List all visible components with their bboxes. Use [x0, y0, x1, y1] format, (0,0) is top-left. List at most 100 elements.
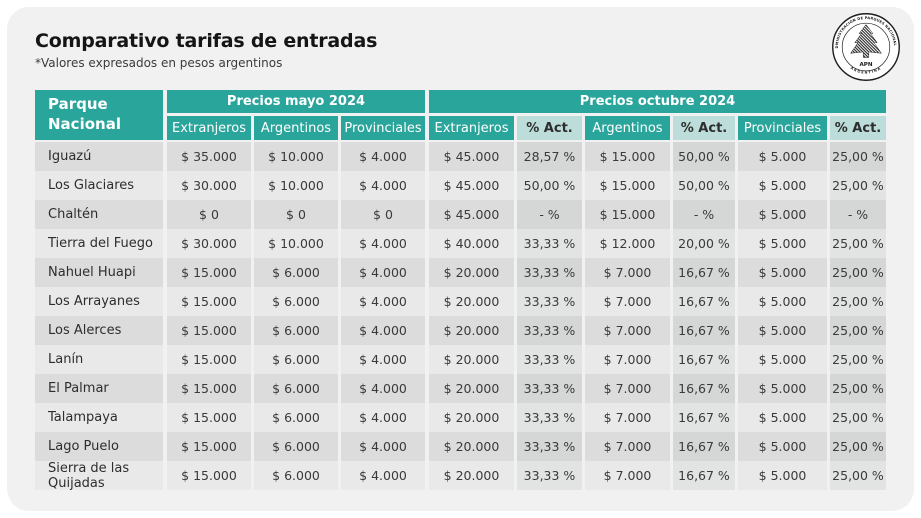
col-header-pct-extranjeros: % Act. — [517, 116, 582, 140]
table-row: Tierra del Fuego $ 30.000 $ 10.000 $ 4.000 $… — [35, 229, 886, 258]
pct-cell: 50,00 % — [673, 171, 735, 200]
park-name-cell: Los Arrayanes — [35, 287, 163, 316]
price-cell: $ 6.000 — [254, 287, 338, 316]
price-cell: $ 5.000 — [738, 258, 827, 287]
price-cell: $ 5.000 — [738, 200, 827, 229]
price-cell: $ 0 — [254, 200, 338, 229]
pct-cell: 50,00 % — [517, 171, 582, 200]
price-cell: $ 4.000 — [341, 345, 425, 374]
group-header-octubre-2024: Precios octubre 2024 — [429, 90, 886, 113]
price-cell: $ 4.000 — [341, 142, 425, 171]
price-cell: $ 7.000 — [585, 287, 670, 316]
pct-cell: 33,33 % — [517, 316, 582, 345]
col-header-pct-argentinos: % Act. — [673, 116, 735, 140]
page-subtitle: *Valores expresados en pesos argentinos — [35, 56, 283, 70]
logo-acronym: APN — [859, 62, 872, 68]
table-row: Los Arrayanes $ 15.000 $ 6.000 $ 4.000 $ 20.… — [35, 287, 886, 316]
price-cell: $ 7.000 — [585, 258, 670, 287]
tariff-table: Parque Nacional Precios mayo 2024 Precio… — [35, 90, 886, 491]
price-cell: $ 6.000 — [254, 374, 338, 403]
park-name-cell: Sierra de las Quijadas — [35, 461, 163, 491]
pct-cell: - % — [673, 200, 735, 229]
pct-cell: 33,33 % — [517, 287, 582, 316]
price-cell: $ 5.000 — [738, 142, 827, 171]
table-header: Parque Nacional Precios mayo 2024 Precio… — [35, 90, 886, 140]
price-cell: $ 4.000 — [341, 316, 425, 345]
price-cell: $ 5.000 — [738, 287, 827, 316]
price-cell: $ 5.000 — [738, 171, 827, 200]
price-cell: $ 4.000 — [341, 258, 425, 287]
pct-cell: 33,33 % — [517, 432, 582, 461]
table-row: El Palmar $ 15.000 $ 6.000 $ 4.000 $ 20.000 3… — [35, 374, 886, 403]
page-title: Comparativo tarifas de entradas — [35, 30, 378, 52]
pct-cell: 25,00 % — [830, 345, 886, 374]
price-cell: $ 15.000 — [167, 258, 251, 287]
price-cell: $ 4.000 — [341, 171, 425, 200]
logo-tree-icon — [850, 24, 882, 58]
pct-cell: 33,33 % — [517, 403, 582, 432]
price-cell: $ 4.000 — [341, 403, 425, 432]
pct-cell: 16,67 % — [673, 461, 735, 490]
price-cell: $ 5.000 — [738, 345, 827, 374]
table-row: Talampaya $ 15.000 $ 6.000 $ 4.000 $ 20.000 3… — [35, 403, 886, 432]
price-cell: $ 7.000 — [585, 461, 670, 490]
price-cell: $ 30.000 — [167, 171, 251, 200]
price-cell: $ 20.000 — [429, 374, 514, 403]
park-column-header: Parque Nacional — [35, 90, 163, 140]
park-name-cell: Los Alerces — [35, 316, 163, 345]
park-name-cell: Los Glaciares — [35, 171, 163, 200]
pct-cell: - % — [517, 200, 582, 229]
pct-cell: 16,67 % — [673, 258, 735, 287]
price-cell: $ 4.000 — [341, 461, 425, 490]
price-cell: $ 0 — [167, 200, 251, 229]
pct-cell: 25,00 % — [830, 229, 886, 258]
price-cell: $ 35.000 — [167, 142, 251, 171]
price-cell: $ 15.000 — [585, 142, 670, 171]
price-cell: $ 5.000 — [738, 316, 827, 345]
price-cell: $ 15.000 — [585, 200, 670, 229]
price-cell: $ 45.000 — [429, 200, 514, 229]
pct-cell: 20,00 % — [673, 229, 735, 258]
table-row: Iguazú $ 35.000 $ 10.000 $ 4.000 $ 45.000 28,… — [35, 142, 886, 171]
pct-cell: 28,57 % — [517, 142, 582, 171]
pct-cell: 25,00 % — [830, 432, 886, 461]
table-row: Sierra de las Quijadas $ 15.000 $ 6.000 $ 4… — [35, 461, 886, 491]
price-cell: $ 15.000 — [167, 345, 251, 374]
price-cell: $ 20.000 — [429, 461, 514, 490]
price-cell: $ 45.000 — [429, 142, 514, 171]
pct-cell: 16,67 % — [673, 432, 735, 461]
price-cell: $ 7.000 — [585, 403, 670, 432]
table-row: Nahuel Huapi $ 15.000 $ 6.000 $ 4.000 $ 20.0… — [35, 258, 886, 287]
col-header-argentinos-oct: Argentinos — [585, 116, 670, 140]
price-cell: $ 0 — [341, 200, 425, 229]
price-cell: $ 20.000 — [429, 258, 514, 287]
pct-cell: 33,33 % — [517, 258, 582, 287]
park-name-cell: Nahuel Huapi — [35, 258, 163, 287]
price-cell: $ 6.000 — [254, 432, 338, 461]
col-header-extranjeros-oct: Extranjeros — [429, 116, 514, 140]
price-cell: $ 20.000 — [429, 345, 514, 374]
price-cell: $ 20.000 — [429, 287, 514, 316]
pct-cell: 25,00 % — [830, 403, 886, 432]
col-header-provinciales-mayo: Provinciales — [341, 116, 425, 140]
price-cell: $ 6.000 — [254, 258, 338, 287]
price-cell: $ 5.000 — [738, 374, 827, 403]
park-name-cell: Chaltén — [35, 200, 163, 229]
price-cell: $ 15.000 — [167, 461, 251, 490]
price-cell: $ 45.000 — [429, 171, 514, 200]
price-cell: $ 15.000 — [167, 374, 251, 403]
price-cell: $ 20.000 — [429, 403, 514, 432]
price-cell: $ 7.000 — [585, 374, 670, 403]
col-header-pct-provinciales: % Act. — [830, 116, 886, 140]
price-cell: $ 7.000 — [585, 345, 670, 374]
price-cell: $ 10.000 — [254, 229, 338, 258]
price-cell: $ 6.000 — [254, 345, 338, 374]
pct-cell: 33,33 % — [517, 374, 582, 403]
price-cell: $ 15.000 — [585, 171, 670, 200]
price-cell: $ 6.000 — [254, 461, 338, 490]
pct-cell: 16,67 % — [673, 374, 735, 403]
group-header-row: Precios mayo 2024 Precios octubre 2024 — [163, 90, 886, 113]
table-row: Chaltén $ 0 $ 0 $ 0 $ 45.000- % $ 15.000- % $ … — [35, 200, 886, 229]
price-cell: $ 10.000 — [254, 171, 338, 200]
pct-cell: 25,00 % — [830, 461, 886, 490]
